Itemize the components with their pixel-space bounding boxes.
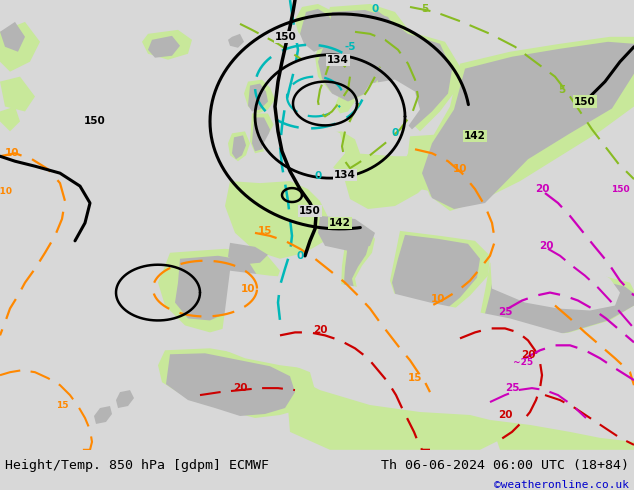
Polygon shape [328,221,368,248]
Polygon shape [228,243,268,265]
Polygon shape [422,42,634,209]
Text: 10: 10 [453,164,467,174]
Text: 15: 15 [408,373,422,383]
Polygon shape [220,270,634,395]
Polygon shape [318,216,375,251]
Text: 20: 20 [521,350,535,360]
Polygon shape [0,106,20,131]
Polygon shape [158,249,280,332]
Text: 150: 150 [611,185,630,194]
Text: ©weatheronline.co.uk: ©weatheronline.co.uk [494,480,629,490]
Polygon shape [340,223,375,325]
Polygon shape [252,118,270,151]
Polygon shape [244,79,275,114]
Text: 134: 134 [327,55,349,65]
Polygon shape [490,253,620,311]
Text: 150: 150 [84,117,106,126]
Polygon shape [248,84,268,111]
Text: Height/Temp. 850 hPa [gdpm] ECMWF: Height/Temp. 850 hPa [gdpm] ECMWF [5,459,269,471]
Polygon shape [480,263,634,339]
Polygon shape [295,4,342,52]
Polygon shape [400,131,530,196]
Polygon shape [440,318,492,368]
Polygon shape [285,372,500,450]
Text: 0: 0 [296,251,304,261]
Text: 20: 20 [539,241,553,251]
Polygon shape [335,92,355,114]
Polygon shape [142,30,192,60]
Polygon shape [392,235,480,320]
Text: 20: 20 [233,383,247,393]
Text: 20: 20 [498,410,512,420]
Polygon shape [232,135,246,159]
Polygon shape [166,353,295,416]
Text: 0: 0 [314,171,321,181]
Polygon shape [225,181,330,259]
Text: 20: 20 [313,325,327,335]
Polygon shape [228,34,244,48]
Text: 134: 134 [334,170,356,180]
Polygon shape [148,36,180,58]
Polygon shape [390,231,490,320]
Polygon shape [345,153,435,209]
Polygon shape [158,348,315,418]
Polygon shape [355,339,380,365]
Polygon shape [490,420,634,450]
Text: 10: 10 [430,294,445,303]
Text: 25: 25 [505,383,519,393]
Text: 20: 20 [534,184,549,194]
Polygon shape [370,4,460,131]
Text: 0: 0 [372,4,378,14]
Polygon shape [420,37,634,211]
Polygon shape [116,390,134,408]
Text: 10: 10 [241,284,256,294]
Text: 15: 15 [258,226,272,236]
Polygon shape [358,79,420,136]
Text: 5: 5 [422,4,429,14]
Text: 5: 5 [559,85,566,95]
Text: 0: 0 [391,128,399,138]
Polygon shape [420,324,455,378]
Text: 150: 150 [275,32,297,42]
Polygon shape [318,10,400,101]
Text: 142: 142 [329,218,351,228]
Polygon shape [262,117,345,181]
Text: 25: 25 [498,308,512,318]
Polygon shape [228,131,250,161]
Polygon shape [315,4,410,101]
Polygon shape [0,22,40,72]
Text: ~25: ~25 [513,358,533,367]
Polygon shape [484,268,634,339]
Polygon shape [0,76,35,111]
Text: Th 06-06-2024 06:00 UTC (18+84): Th 06-06-2024 06:00 UTC (18+84) [381,459,629,471]
Text: 150: 150 [574,97,596,106]
Text: ~10: ~10 [0,187,12,196]
Text: 15: 15 [56,400,68,410]
Polygon shape [418,320,460,380]
Polygon shape [342,227,370,322]
Polygon shape [94,406,112,424]
Polygon shape [375,9,452,129]
Polygon shape [175,256,258,320]
Polygon shape [318,131,360,173]
Text: -5: -5 [344,42,356,52]
Polygon shape [316,286,334,308]
Text: 142: 142 [464,131,486,141]
Polygon shape [322,318,342,346]
Polygon shape [0,22,25,52]
Text: 150: 150 [299,206,321,216]
Text: 10: 10 [4,148,19,158]
Polygon shape [250,114,274,153]
Polygon shape [300,9,336,52]
